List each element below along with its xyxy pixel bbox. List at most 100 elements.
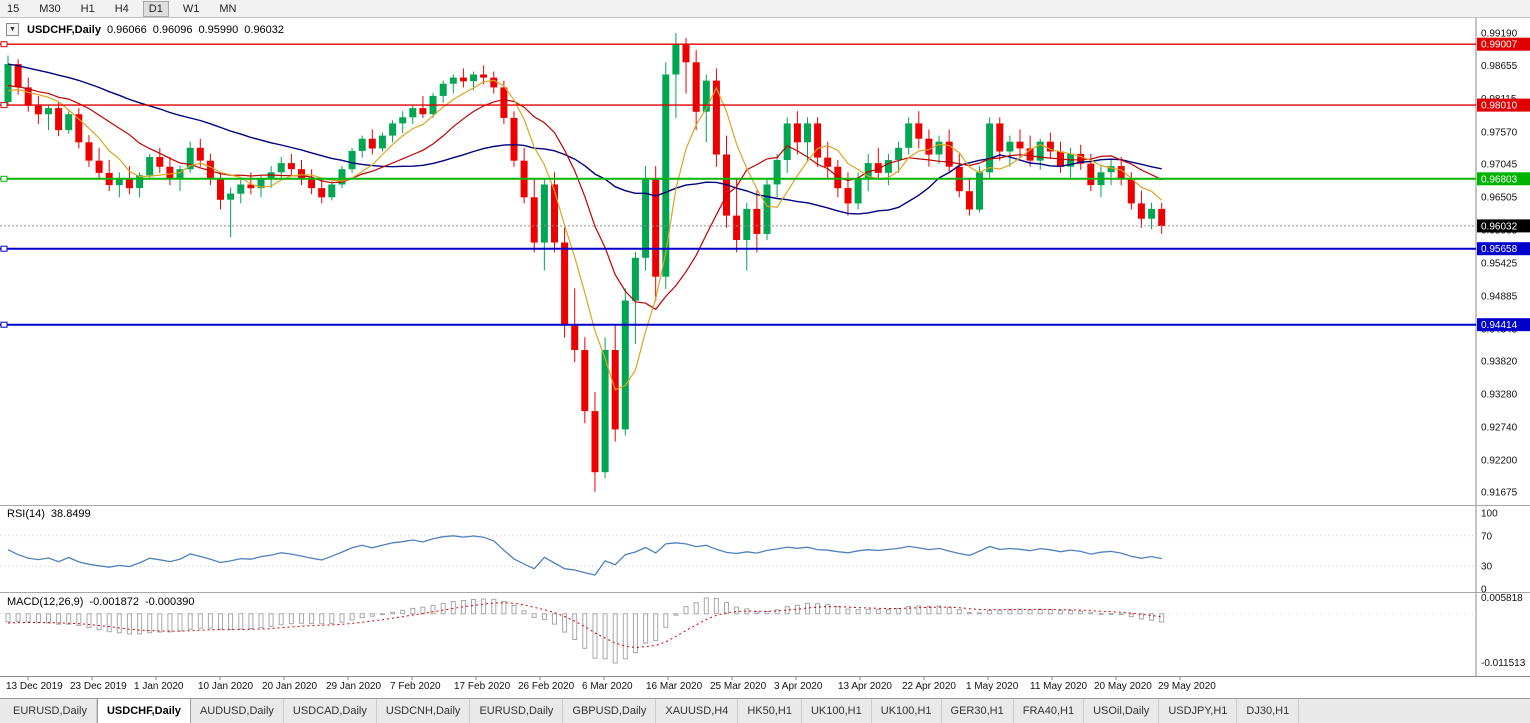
macd-histogram-bar [815,603,821,615]
ohlc-low: 0.95990 [198,23,239,36]
candle-body [206,160,214,179]
timeframe-button-d1[interactable]: D1 [142,0,169,17]
macd-histogram-bar [724,602,729,615]
chart-tab-uk100-h1[interactable]: UK100,H1 [872,699,942,723]
price-tick-label: 0.97570 [1481,127,1518,138]
macd-histogram-bar [258,613,264,629]
candle-body [925,138,933,155]
candle-body [672,44,680,75]
macd-histogram-bar [238,613,244,630]
macd-histogram-bar [410,607,416,615]
macd-histogram-bar [5,613,11,623]
macd-histogram-bar [501,600,507,615]
candle-body [773,160,781,185]
level-left-handle[interactable] [0,245,8,252]
macd-histogram-bar [936,605,942,615]
bid-price-badge [1477,219,1530,233]
price-tick-label: 0.93280 [1481,389,1518,400]
candle-body [186,147,194,170]
candle-body [621,300,629,430]
macd-histogram-bar [309,613,315,624]
macd-histogram-bar [369,613,375,617]
candle-body [804,123,811,143]
chart-tab-usoil-daily[interactable]: USOil,Daily [1084,699,1160,723]
candle-body [712,80,720,155]
macd-histogram-bar [278,613,284,626]
candle-body [530,197,538,243]
macd-histogram-bar [987,609,993,615]
chart-tab-usdcnh-daily[interactable]: USDCNH,Daily [377,699,471,723]
macd-histogram-bar [157,613,163,633]
candle-body [65,114,73,131]
macd-histogram-bar [896,608,902,615]
macd-histogram-bar [966,612,972,615]
level-left-handle[interactable] [0,41,8,48]
candle-body [1026,148,1034,161]
chart-tab-uk100-h1[interactable]: UK100,H1 [802,699,872,723]
timeframe-button-15[interactable]: 15 [7,2,20,15]
ohlc-open: 0.96066 [106,23,147,36]
chart-tab-xauusd-h4[interactable]: XAUUSD,H4 [656,699,739,723]
level-left-handle[interactable] [0,102,8,109]
macd-histogram-bar [1058,609,1063,615]
chart-tab-eurusd-daily[interactable]: EURUSD,Daily [4,699,97,723]
timeframe-button-h1[interactable]: H1 [80,2,95,15]
macd-histogram-bar [612,613,618,664]
candle-body [85,142,93,161]
level-left-handle[interactable] [0,321,8,328]
macd-histogram-bar [1128,613,1134,618]
macd-histogram-bar [1118,613,1124,616]
macd-histogram-bar [491,598,497,615]
macd-histogram-bar [643,613,649,644]
date-label: 29 Jan 2020 [326,681,381,692]
macd-histogram-bar [734,606,740,615]
chart-tab-eurusd-daily[interactable]: EURUSD,Daily [470,699,564,723]
chart-tab-usdchf-daily[interactable]: USDCHF,Daily [96,698,191,723]
chart-tab-audusd-daily[interactable]: AUDUSD,Daily [191,699,284,723]
candle-body [125,178,133,189]
macd-histogram-bar [653,613,659,642]
chart-tab-dj30-h1[interactable]: DJ30,H1 [1237,699,1300,723]
candle-body [976,172,983,210]
level-left-handle[interactable] [0,175,8,182]
macd-main-value: -0.001872 [89,596,139,608]
timeframe-button-h4[interactable]: H4 [114,2,129,15]
macd-histogram-bar [299,613,304,624]
macd-histogram-bar [248,613,254,630]
timeframe-button-w1[interactable]: W1 [182,2,200,15]
rsi-line [7,535,1162,576]
price-level-badge-text: 0.96803 [1481,174,1518,185]
macd-histogram-bar [1108,613,1114,616]
macd-histogram-bar [521,610,527,615]
timeframe-button-mn[interactable]: MN [219,2,237,15]
chart-tab-usdjpy-h1[interactable]: USDJPY,H1 [1159,699,1238,723]
price-tick-label: 0.92200 [1481,455,1518,466]
macd-histogram-bar [116,613,122,634]
date-label: 1 Jan 2020 [134,681,184,692]
candle-body [601,350,609,473]
macd-histogram-bar [228,613,234,630]
macd-histogram-bar [1047,608,1053,615]
candle-body [4,64,12,102]
macd-histogram-bar [329,613,335,624]
chart-tab-hk50-h1[interactable]: HK50,H1 [738,699,802,723]
rsi-tick-label: 0 [1481,585,1487,596]
symbol-dropdown-button[interactable]: ▼ [6,23,19,36]
candle-body [156,157,164,167]
candle-body [591,411,599,473]
price-level-badge [1477,98,1530,112]
candle-body [996,123,1004,152]
macd-histogram-bar [663,613,669,628]
macd-histogram-bar [916,605,922,615]
chart-tab-ger30-h1[interactable]: GER30,H1 [942,699,1014,723]
candle-body [237,184,245,194]
rsi-label: RSI(14) [7,508,45,520]
chart-tab-usdcad-daily[interactable]: USDCAD,Daily [284,699,377,723]
chart-tab-fra40-h1[interactable]: FRA40,H1 [1014,699,1085,723]
timeframe-button-m30[interactable]: M30 [39,2,61,15]
ma-fast-line [7,79,1163,391]
candle-body [298,169,305,179]
candle-body [743,208,751,240]
chart-tab-gbpusd-daily[interactable]: GBPUSD,Daily [563,699,657,723]
candle-body [449,77,457,84]
